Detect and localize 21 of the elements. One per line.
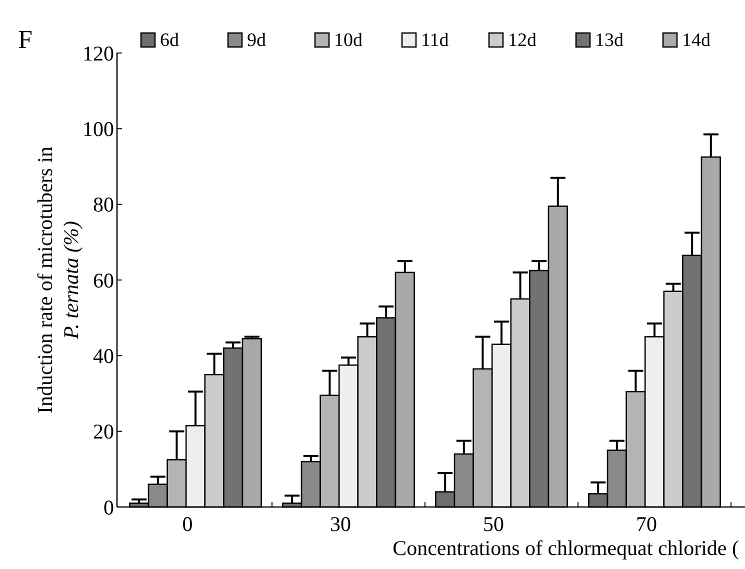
legend-label: 13d: [595, 30, 624, 51]
text: F: [18, 25, 32, 54]
y-tick-label: 100: [82, 117, 114, 142]
legend-label: 6d: [160, 30, 180, 51]
legend-label: 12d: [508, 30, 537, 51]
x-tick-label: 30: [330, 512, 351, 536]
y-tick-label: 40: [93, 344, 114, 368]
x-tick-label: 50: [483, 512, 504, 536]
y-tick-label: 20: [93, 420, 114, 444]
legend-label: 10d: [334, 30, 363, 51]
legend-label: 11d: [421, 30, 450, 51]
x-tick-label: 70: [636, 512, 657, 536]
y-tick-label: 120: [82, 41, 114, 66]
legend-label: 9d: [247, 30, 266, 51]
x-axis-title: Concentrations of chlormequat chloride (: [392, 536, 740, 560]
legend-label: 14d: [682, 30, 711, 51]
y-tick-label: 60: [93, 268, 114, 292]
y-tick-label: 80: [93, 192, 114, 217]
x-tick-label: 0: [182, 512, 193, 536]
y-axis-title: Induction rate of microtubers in P. ternata (%): [33, 146, 83, 414]
y-tick-label: 0: [104, 495, 114, 520]
